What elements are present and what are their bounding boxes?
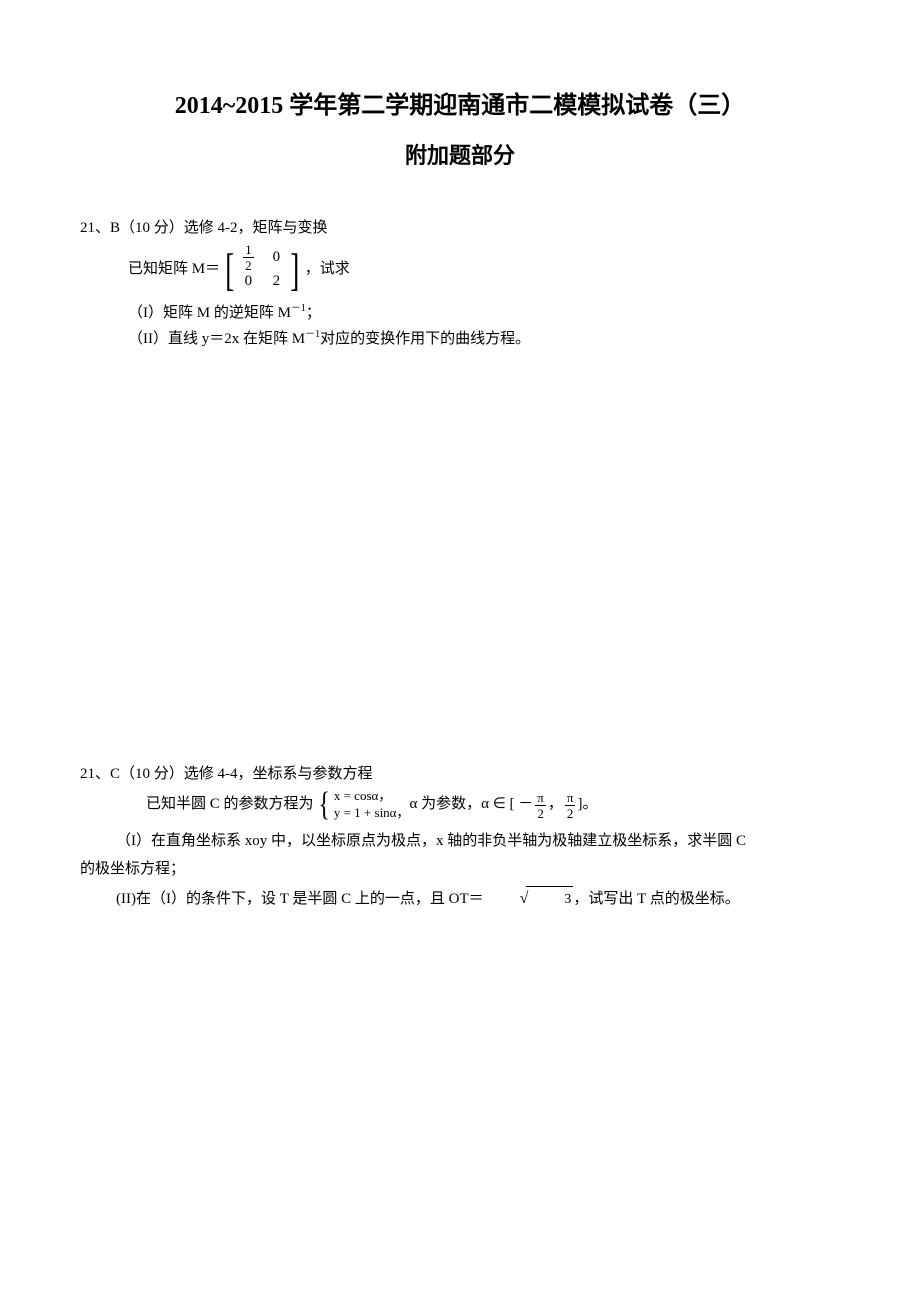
q2-given-line: 已知半圆 C 的参数方程为 { x = cosα， y = 1 + sinα， …: [80, 788, 840, 822]
q1-given-pre: 已知矩阵 M＝: [128, 257, 220, 283]
q2-p2-post: ，试写出 T 点的极坐标。: [573, 891, 739, 907]
q1-given-post: ，试求: [305, 257, 350, 283]
matrix-cell-12: 0: [269, 245, 283, 271]
question-21c: 21、C（10 分）选修 4-4，坐标系与参数方程 已知半圆 C 的参数方程为 …: [80, 761, 840, 914]
sqrt3: √3: [484, 884, 574, 914]
q2-part2: (II)在（I）的条件下，设 T 是半圆 C 上的一点，且 OT＝√3，试写出 …: [80, 884, 840, 914]
matrix-body: 1 2 0 0 2: [237, 246, 287, 294]
frac-pi2: π 2: [565, 791, 576, 820]
matrix-cell-21: 0: [241, 269, 255, 295]
answer-space-1: [80, 353, 840, 761]
q2-p2-pre: (II)在（I）的条件下，设 T 是半圆 C 上的一点，且 OT＝: [116, 891, 484, 907]
bracket-left: [: [225, 247, 234, 293]
frac-den: 2: [565, 807, 576, 820]
sqrt-symbol: √: [484, 884, 529, 914]
matrix-row-1: 1 2 0: [241, 246, 283, 270]
frac-half: 1 2: [243, 243, 254, 272]
q1-part2: （II）直线 y＝2x 在矩阵 M－1对应的变换作用下的曲线方程。: [80, 326, 840, 353]
q1-p1-pre: （I）矩阵 M 的逆矩阵 M: [128, 305, 291, 321]
q2-line-mid: α 为参数，α ∈ [ －: [410, 791, 534, 819]
brace-left: {: [318, 788, 329, 822]
q2-part1-line1: （I）在直角坐标系 xoy 中，以坐标原点为极点，x 轴的非负半轴为极轴建立极坐…: [80, 828, 840, 856]
q2-part1-line2: 的极坐标方程；: [80, 856, 840, 884]
frac-neg-pi2: π 2: [535, 791, 546, 820]
matrix-cell-11: 1 2: [241, 243, 255, 272]
q1-p2-pre: （II）直线 y＝2x 在矩阵 M: [128, 331, 305, 347]
q1-p1-post: ；: [306, 305, 321, 321]
matrix-row-2: 0 2: [241, 270, 283, 294]
q1-p2-sup: －1: [305, 329, 320, 340]
q1-p2-post: 对应的变换作用下的曲线方程。: [320, 331, 530, 347]
q2-header: 21、C（10 分）选修 4-4，坐标系与参数方程: [80, 761, 840, 789]
matrix-cell-22: 2: [269, 269, 283, 295]
page-title: 2014~2015 学年第二学期迎南通市二模模拟试卷（三）: [80, 85, 840, 120]
question-21b: 21、B（10 分）选修 4-2，矩阵与变换 已知矩阵 M＝ [ 1 2 0: [80, 216, 840, 353]
q1-given-line: 已知矩阵 M＝ [ 1 2 0 0 2: [80, 244, 840, 296]
page-subtitle: 附加题部分: [80, 138, 840, 170]
frac-den: 2: [535, 807, 546, 820]
sqrt-value: 3: [526, 886, 573, 913]
q2-line-pre: 已知半圆 C 的参数方程为: [146, 791, 314, 819]
comma: ，: [548, 791, 563, 819]
q2-line-post: ]。: [577, 791, 597, 819]
frac-num: π: [535, 791, 546, 804]
q1-p1-sup: －1: [291, 303, 306, 314]
q1-part1: （I）矩阵 M 的逆矩阵 M－1；: [80, 300, 840, 327]
case-1: x = cosα，: [334, 788, 410, 805]
bracket-right: ]: [290, 247, 299, 293]
matrix-m: [ 1 2 0 0 2 ]: [222, 244, 303, 296]
case-2: y = 1 + sinα，: [334, 805, 410, 822]
frac-num: π: [565, 791, 576, 804]
q1-header: 21、B（10 分）选修 4-2，矩阵与变换: [80, 216, 840, 242]
frac-num: 1: [243, 243, 254, 256]
cases: x = cosα， y = 1 + sinα，: [334, 788, 410, 822]
